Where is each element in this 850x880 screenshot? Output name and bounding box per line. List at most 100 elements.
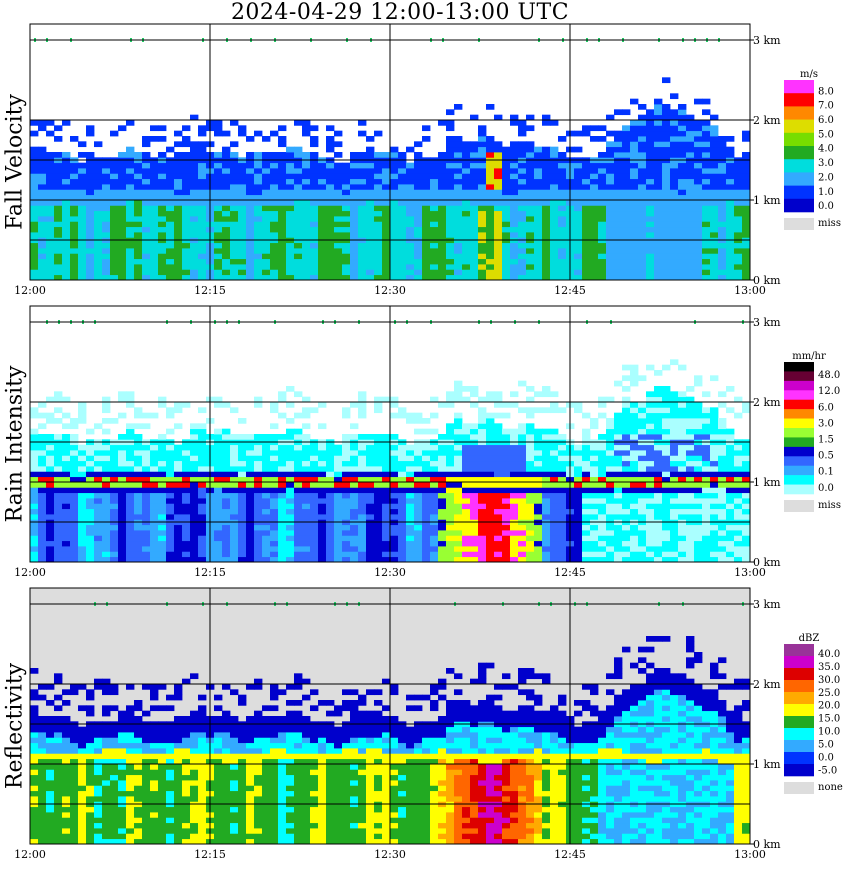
- heatmap-cell: [702, 211, 710, 217]
- heatmap-cell: [702, 423, 710, 429]
- heatmap-cell: [542, 269, 550, 275]
- heatmap-cell: [622, 503, 630, 509]
- heatmap-cell: [94, 450, 102, 456]
- heatmap-cell: [222, 503, 230, 509]
- heatmap-cell: [430, 259, 438, 265]
- heatmap-cell: [382, 259, 390, 265]
- heatmap-cell: [438, 498, 446, 504]
- heatmap-cell: [102, 200, 110, 206]
- heatmap-cell: [454, 514, 462, 520]
- heatmap-cell: [166, 211, 174, 217]
- heatmap-cell: [494, 179, 502, 185]
- heatmap-cell: [678, 147, 686, 153]
- heatmap-cell: [550, 120, 558, 126]
- heatmap-cell: [54, 152, 62, 158]
- heatmap-cell: [518, 482, 526, 488]
- heatmap-cell: [214, 216, 222, 222]
- heatmap-cell: [550, 450, 558, 456]
- heatmap-cell: [366, 243, 374, 249]
- heatmap-cell: [62, 120, 70, 126]
- heatmap-cell: [670, 487, 678, 493]
- heatmap-cell: [454, 551, 462, 557]
- heatmap-cell: [230, 450, 238, 456]
- heatmap-cell: [510, 232, 518, 238]
- heatmap-cell: [190, 205, 198, 211]
- heatmap-cell: [270, 530, 278, 536]
- heatmap-cell: [222, 535, 230, 541]
- heatmap-cell: [142, 482, 150, 488]
- heatmap-cell: [702, 259, 710, 265]
- heatmap-cell: [126, 509, 134, 515]
- heatmap-cell: [694, 530, 702, 536]
- heatmap-cell: [30, 466, 38, 472]
- heatmap-cell: [246, 471, 254, 477]
- heatmap-cell: [134, 487, 142, 493]
- heatmap-cell: [310, 445, 318, 451]
- heatmap-cell: [358, 211, 366, 217]
- heatmap-cell: [302, 413, 310, 419]
- heatmap-cell: [510, 493, 518, 499]
- heatmap-cell: [630, 125, 638, 131]
- heatmap-cell: [622, 413, 630, 419]
- heatmap-cell: [158, 461, 166, 467]
- heatmap-cell: [86, 163, 94, 169]
- heatmap-cell: [478, 141, 486, 147]
- heatmap-cell: [542, 386, 550, 392]
- heatmap-cell: [510, 173, 518, 179]
- heatmap-cell: [254, 482, 262, 488]
- heatmap-cell: [30, 535, 38, 541]
- heatmap-cell: [678, 535, 686, 541]
- height-tick-label: 2 km: [753, 114, 781, 127]
- heatmap-cell: [606, 429, 614, 435]
- heatmap-cell: [534, 173, 542, 179]
- heatmap-cell: [342, 216, 350, 222]
- heatmap-cell: [342, 509, 350, 515]
- heatmap-cell: [398, 413, 406, 419]
- heatmap-cell: [406, 184, 414, 190]
- heatmap-cell: [558, 461, 566, 467]
- heatmap-cell: [726, 487, 734, 493]
- heatmap-cell: [742, 221, 750, 227]
- heatmap-cell: [718, 546, 726, 552]
- heatmap-cell: [366, 221, 374, 227]
- heatmap-cell: [662, 248, 670, 254]
- heatmap-cell: [318, 269, 326, 275]
- heatmap-cell: [542, 259, 550, 265]
- heatmap-cell: [486, 264, 494, 270]
- heatmap-cell: [670, 211, 678, 217]
- heatmap-cell: [678, 131, 686, 137]
- heatmap-cell: [526, 450, 534, 456]
- heatmap-cell: [710, 493, 718, 499]
- heatmap-cell: [118, 551, 126, 557]
- heatmap-cell: [702, 253, 710, 259]
- heatmap-cell: [542, 216, 550, 222]
- heatmap-cell: [150, 482, 158, 488]
- heatmap-cell: [254, 450, 262, 456]
- heatmap-cell: [358, 503, 366, 509]
- heatmap-cell: [702, 391, 710, 397]
- heatmap-cell: [430, 530, 438, 536]
- heatmap-cell: [150, 455, 158, 461]
- heatmap-cell: [638, 131, 646, 137]
- heatmap-cell: [478, 514, 486, 520]
- heatmap-cell: [734, 248, 742, 254]
- heatmap-cell: [214, 168, 222, 174]
- heatmap-cell: [542, 482, 550, 488]
- heatmap-cell: [46, 184, 54, 190]
- heatmap-cell: [414, 211, 422, 217]
- heatmap-cell: [406, 461, 414, 467]
- heatmap-cell: [70, 163, 78, 169]
- heatmap-cell: [710, 466, 718, 472]
- heatmap-cell: [606, 259, 614, 265]
- heatmap-cell: [166, 551, 174, 557]
- heatmap-cell: [606, 493, 614, 499]
- heatmap-cell: [30, 429, 38, 435]
- heatmap-cell: [198, 525, 206, 531]
- heatmap-cell: [694, 152, 702, 158]
- heatmap-cell: [606, 243, 614, 249]
- heatmap-cell: [462, 482, 470, 488]
- heatmap-cell: [470, 269, 478, 275]
- heatmap-cell: [430, 227, 438, 233]
- heatmap-cell: [278, 173, 286, 179]
- heatmap-cell: [254, 232, 262, 238]
